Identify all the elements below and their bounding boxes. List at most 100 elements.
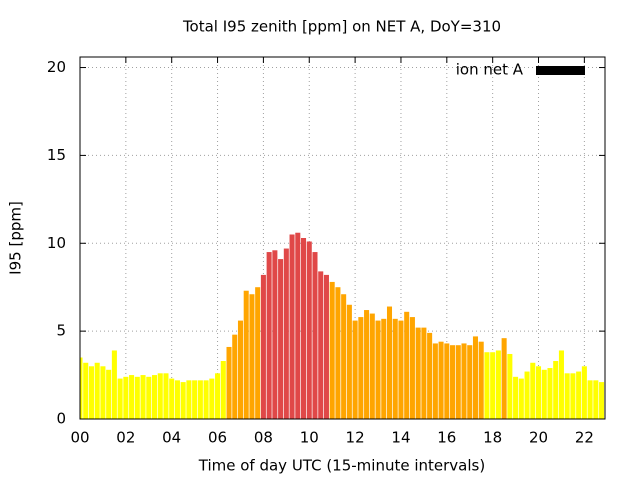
bar (553, 361, 559, 419)
y-tick-label: 15 (47, 146, 66, 164)
x-tick-label: 10 (300, 429, 319, 447)
x-tick-label: 22 (575, 429, 594, 447)
bar (163, 373, 169, 419)
bar (237, 320, 244, 419)
bar (570, 373, 576, 419)
bar (301, 238, 307, 419)
bar (123, 376, 129, 419)
bar (278, 259, 284, 419)
bar (587, 380, 593, 419)
bar (369, 313, 375, 419)
y-axis-label: I95 [ppm] (7, 201, 25, 275)
x-tick-label: 18 (483, 429, 502, 447)
bar (398, 320, 404, 419)
x-axis-label: Time of day UTC (15-minute intervals) (198, 457, 485, 475)
bar (484, 352, 490, 419)
bar (364, 310, 370, 419)
bar (358, 317, 364, 419)
bar (88, 366, 94, 419)
x-tick-label: 08 (254, 429, 273, 447)
bar (197, 380, 203, 419)
bar (535, 366, 542, 419)
bar (564, 373, 570, 419)
x-tick-label: 12 (346, 429, 365, 447)
y-tick-label: 5 (56, 322, 66, 340)
bar (461, 343, 467, 419)
bar (323, 274, 329, 419)
bar (444, 343, 450, 419)
bar (513, 376, 519, 419)
bar (106, 369, 112, 419)
bar (220, 361, 226, 419)
x-tick-label: 04 (162, 429, 181, 447)
bar (478, 341, 484, 419)
bar (83, 362, 89, 419)
bar (312, 252, 318, 419)
bar (157, 373, 163, 419)
bar (249, 294, 255, 419)
bar (169, 378, 175, 419)
bar (467, 345, 473, 419)
bar (352, 320, 358, 419)
bar (226, 346, 232, 419)
bar (100, 366, 106, 419)
bar (472, 336, 478, 419)
bar (404, 311, 410, 419)
bar (318, 271, 324, 419)
bar (432, 343, 438, 419)
bar (346, 304, 352, 419)
bar (215, 373, 221, 419)
bar (558, 350, 564, 419)
bar (329, 281, 335, 419)
bar (409, 317, 415, 419)
bar (203, 380, 209, 419)
x-tick-label: 14 (391, 429, 410, 447)
bar (80, 357, 83, 419)
bar (599, 382, 605, 419)
x-tick-label: 06 (208, 429, 227, 447)
legend-label: ion net A (456, 61, 524, 79)
bar (375, 320, 381, 419)
bar (524, 371, 530, 419)
bar (507, 353, 513, 419)
bar (335, 287, 341, 419)
x-tick-label: 00 (70, 429, 89, 447)
bar (272, 250, 278, 419)
bar (576, 371, 582, 419)
y-tick-label: 0 (56, 410, 66, 428)
bar (306, 241, 312, 419)
bar (111, 350, 117, 419)
bar (541, 369, 547, 419)
chart-title: Total I95 zenith [ppm] on NET A, DoY=310 (182, 18, 501, 36)
bar (381, 318, 387, 419)
y-tick-label: 10 (47, 234, 66, 252)
bar (289, 234, 295, 419)
bar (392, 318, 398, 419)
bar (151, 375, 158, 419)
bar (341, 294, 347, 419)
bar (427, 332, 433, 419)
bar (518, 378, 524, 419)
bar (386, 306, 393, 419)
bar (192, 380, 198, 419)
bar (140, 375, 146, 419)
legend-swatch (536, 66, 585, 75)
bar (490, 352, 496, 419)
bar (134, 376, 140, 419)
bar (117, 378, 123, 419)
bar (255, 287, 261, 419)
bar (260, 274, 266, 419)
bar (421, 327, 427, 419)
bar (186, 380, 192, 419)
bar (501, 338, 507, 419)
bar (283, 248, 289, 419)
bar (530, 362, 536, 419)
bar (415, 327, 421, 419)
bar (581, 366, 587, 419)
bar (266, 252, 272, 419)
bar (129, 375, 135, 419)
bar (295, 232, 301, 419)
bar (232, 334, 238, 419)
x-tick-label: 02 (116, 429, 135, 447)
